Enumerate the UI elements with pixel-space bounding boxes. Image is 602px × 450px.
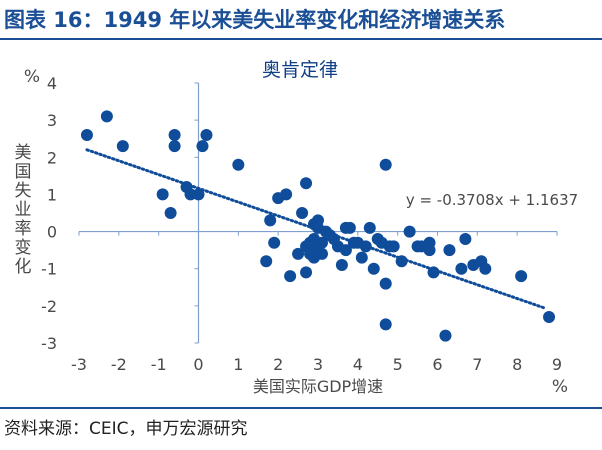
data-point xyxy=(395,255,408,268)
data-point xyxy=(315,236,328,249)
data-point xyxy=(260,255,273,268)
x-tick-label: -3 xyxy=(71,355,87,374)
data-point xyxy=(479,262,492,275)
y-tick-label: 3 xyxy=(47,111,57,130)
x-tick-label: 7 xyxy=(472,355,482,374)
data-point xyxy=(292,247,305,260)
data-point xyxy=(164,207,177,219)
data-point xyxy=(423,244,436,257)
data-point xyxy=(196,140,209,153)
y-tick-label: 0 xyxy=(47,223,57,242)
data-point xyxy=(268,236,281,249)
y-axis-unit: % xyxy=(24,67,40,87)
data-point xyxy=(315,247,328,260)
data-point xyxy=(116,140,129,153)
x-tick-label: -1 xyxy=(151,355,167,374)
data-point xyxy=(455,262,468,275)
x-tick-label: 3 xyxy=(313,355,323,374)
x-tick-label: 6 xyxy=(432,355,442,374)
y-tick-label: 2 xyxy=(47,148,57,167)
data-point xyxy=(379,158,392,171)
data-point xyxy=(339,244,352,257)
data-point xyxy=(300,177,313,190)
chart-title: 奥肯定律 xyxy=(262,59,338,81)
data-point xyxy=(335,259,348,271)
data-point xyxy=(284,270,297,283)
data-point xyxy=(168,140,181,153)
data-point xyxy=(379,318,392,331)
x-tick-label: 4 xyxy=(353,355,363,374)
data-point xyxy=(367,262,380,275)
data-point xyxy=(515,270,528,283)
data-point xyxy=(403,225,416,238)
x-tick-label: 0 xyxy=(193,355,203,374)
x-tick-label: 9 xyxy=(552,355,562,374)
data-point xyxy=(168,129,181,141)
data-point xyxy=(355,251,368,264)
data-point xyxy=(387,240,400,253)
data-point xyxy=(459,233,472,245)
y-tick-label: -3 xyxy=(41,334,57,353)
data-point xyxy=(379,277,392,290)
trendline-equation: y = -0.3708x + 1.1637 xyxy=(406,191,578,209)
data-point xyxy=(200,129,213,141)
y-axis-label-text: 美国失业率变化 xyxy=(15,143,32,277)
y-tick-label: 4 xyxy=(47,74,57,93)
x-axis-label: 美国实际GDP增速 xyxy=(253,377,383,396)
figure-title: 图表 16：1949 年以来美失业率变化和经济增速关系 xyxy=(4,8,506,32)
data-point xyxy=(543,311,556,323)
data-point xyxy=(443,244,456,257)
data-point xyxy=(264,214,277,227)
data-point xyxy=(80,129,93,141)
x-tick-label: 2 xyxy=(273,355,283,374)
source-note: 资料来源：CEIC，申万宏源研究 xyxy=(4,419,248,439)
x-tick-label: 1 xyxy=(233,355,243,374)
data-point xyxy=(100,110,113,123)
data-point xyxy=(439,329,452,342)
data-point xyxy=(363,221,376,234)
data-point xyxy=(427,266,440,279)
data-point xyxy=(359,240,372,253)
data-point xyxy=(280,188,293,201)
y-tick-label: -2 xyxy=(41,297,57,316)
data-point xyxy=(296,207,309,219)
x-axis-unit: % xyxy=(552,377,568,397)
data-point xyxy=(192,188,205,201)
y-tick-label: 1 xyxy=(47,185,57,204)
x-tick-label: -2 xyxy=(111,355,127,374)
source-rule xyxy=(0,407,602,409)
data-point xyxy=(343,221,356,234)
data-point xyxy=(300,266,313,279)
x-tick-label: 8 xyxy=(512,355,522,374)
y-axis-label: 美国失业率变化 xyxy=(15,143,32,277)
y-tick-label: -1 xyxy=(41,260,57,279)
x-tick-label: 5 xyxy=(393,355,403,374)
okun-scatter-chart: 奥肯定律 -3 -2 -1 0 1 2 3 4 5 6 7 8 9 -3 -2 -1 0 1 2 3 4 % % 美国实… xyxy=(15,59,579,397)
data-point xyxy=(232,158,245,171)
data-point xyxy=(156,188,169,201)
title-rule xyxy=(0,38,602,40)
